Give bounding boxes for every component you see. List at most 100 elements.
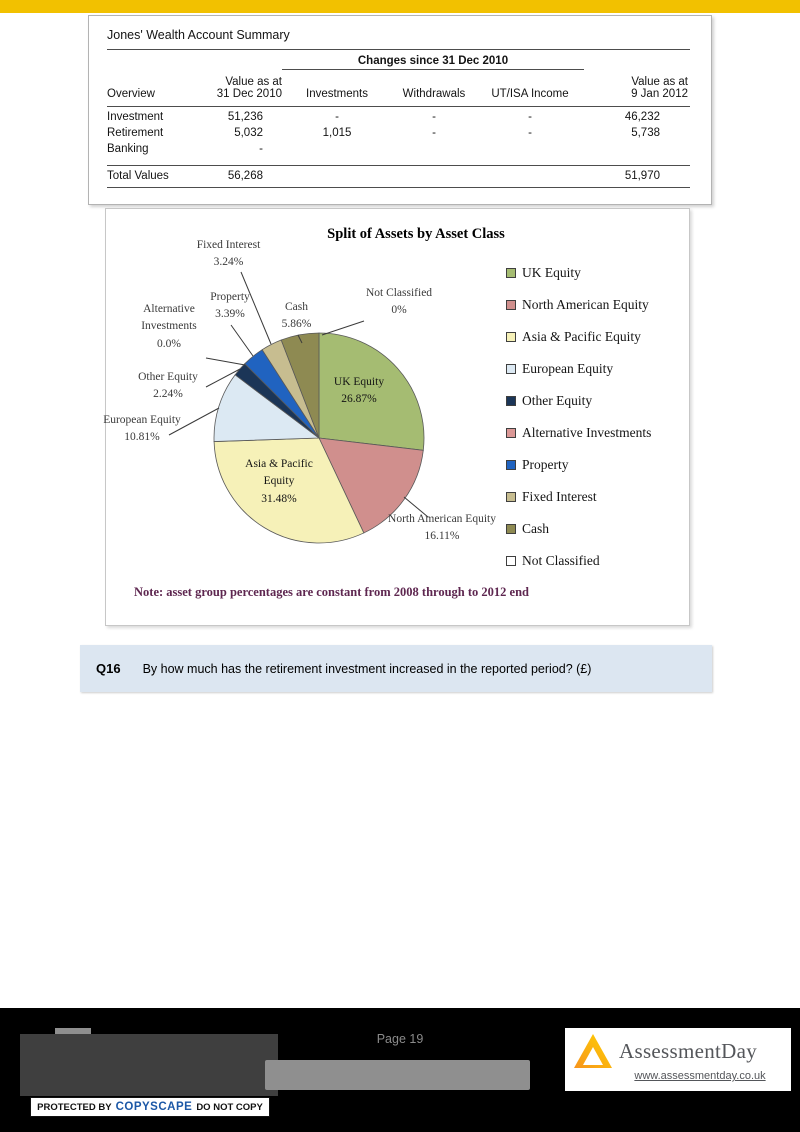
slice-label: Property — [210, 291, 250, 303]
spacer — [584, 50, 690, 70]
slice-label: Alternative Investments — [141, 303, 197, 333]
legend-label: European Equity — [522, 361, 614, 376]
slice-percentage: 26.87% — [341, 393, 377, 406]
legend-item: Property — [506, 455, 651, 475]
chart-title: Split of Assets by Asset Class — [327, 226, 505, 242]
chart-note: Note: asset group percentages are consta… — [134, 585, 530, 599]
col-header-value-2010: Value as at 31 Dec 2010 — [207, 70, 282, 107]
slice-label: European Equity — [103, 414, 181, 426]
asset-split-chart: Split of Assets by Asset Class UK Equity… — [103, 208, 690, 626]
spacer — [107, 50, 282, 70]
legend-swatch-icon — [506, 556, 516, 566]
pie-svg — [168, 271, 429, 544]
question-box: Q16 By how much has the retirement inves… — [80, 645, 712, 692]
legend-swatch-icon — [506, 268, 516, 278]
assessmentday-url-link[interactable]: www.assessmentday.co.uk — [634, 1070, 766, 1082]
slice-percentage: 3.24% — [213, 256, 244, 269]
legend-item: North American Equity — [506, 295, 651, 315]
cell-withdrawals: - — [432, 111, 436, 123]
legend-swatch-icon — [506, 364, 516, 374]
cell-v2010: 51,236 — [227, 111, 263, 123]
leader-line — [403, 496, 429, 518]
total-v2010: 56,268 — [207, 165, 282, 188]
leader-line — [205, 368, 241, 388]
col-header-overview: Overview — [107, 70, 207, 107]
slice-callout: UK Equity 26.87% — [311, 374, 407, 409]
cell-v2012 — [584, 139, 690, 163]
leader-line — [321, 320, 365, 336]
legend-swatch-icon — [506, 492, 516, 502]
spacer — [392, 165, 476, 188]
assessmentday-brand-name: AssessmentDay — [619, 1038, 758, 1063]
copyscape-badge: PROTECTED BY COPYSCAPE DO NOT COPY — [30, 1097, 270, 1117]
legend-item: European Equity — [506, 359, 651, 379]
slice-callout: Asia & Pacific Equity 31.48% — [231, 456, 327, 508]
chart-legend: UK Equity North American Equity Asia & Pac… — [506, 263, 651, 571]
page-number: Page 19 — [376, 1032, 424, 1046]
slice-label: Other Equity — [138, 371, 198, 383]
legend-swatch-icon — [506, 332, 516, 342]
legend-label: Cash — [522, 521, 549, 536]
leader-line — [168, 407, 220, 436]
total-v2012: 51,970 — [584, 165, 690, 188]
slice-callout: European Equity 10.81% — [100, 412, 184, 447]
assessmentday-card: AssessmentDay www.assessmentday.co.uk — [565, 1028, 791, 1091]
cell-utisa: - — [528, 127, 532, 139]
cell-utisa: - — [528, 111, 532, 123]
question-text: By how much has the retirement investmen… — [142, 661, 592, 676]
copyscape-do-not-copy: DO NOT COPY — [196, 1101, 263, 1113]
copyscape-protected-by: PROTECTED BY — [37, 1101, 112, 1113]
col-header-utisa: UT/ISA Income — [476, 70, 584, 107]
copyscape-brand: COPYSCAPE — [115, 1101, 193, 1113]
slice-callout: Fixed Interest 3.24% — [176, 237, 281, 272]
legend-label: Property — [522, 457, 569, 472]
legend-swatch-icon — [506, 428, 516, 438]
pie-slice — [318, 332, 425, 451]
legend-swatch-icon — [506, 460, 516, 470]
cell-withdrawals: - — [432, 127, 436, 139]
cell-v2012: 5,738 — [631, 127, 660, 139]
leader-line — [230, 324, 254, 357]
legend-label: Fixed Interest — [522, 489, 597, 504]
leader-line — [297, 334, 303, 344]
legend-item: Not Classified — [506, 551, 651, 571]
cell-investments: 1,015 — [322, 127, 352, 139]
slice-callout: Cash 5.86% — [259, 299, 334, 334]
pie-slice — [213, 437, 365, 544]
legend-label: Alternative Investments — [522, 425, 652, 440]
slice-label: Not Classified — [365, 287, 433, 299]
slice-percentage: 5.86% — [281, 318, 312, 331]
slice-callout: Other Equity 2.24% — [118, 369, 218, 404]
slice-percentage: 2.24% — [153, 388, 183, 401]
total-label: Total Values — [107, 165, 207, 188]
legend-swatch-icon — [506, 300, 516, 310]
changes-group-header: Changes since 31 Dec 2010 — [282, 50, 584, 70]
slice-percentage: 0.0% — [157, 337, 181, 350]
cell-v2010: 5,032 — [234, 127, 263, 139]
legend-label: Not Classified — [522, 553, 600, 568]
col-header-value-2012: Value as at 9 Jan 2012 — [584, 70, 690, 107]
slice-label: Cash — [285, 301, 308, 313]
slice-label: North American Equity — [388, 513, 496, 525]
legend-item: Asia & Pacific Equity — [506, 327, 651, 347]
redacted-footer-text — [265, 1060, 530, 1090]
slice-callout: North American Equity 16.11% — [386, 511, 498, 546]
slice-label: Asia & Pacific Equity — [245, 458, 313, 488]
assessmentday-logo-icon — [574, 1034, 612, 1068]
legend-item: Cash — [506, 519, 651, 539]
slice-percentage: 31.48% — [261, 492, 297, 505]
top-accent-bar — [0, 0, 800, 13]
cell-v2010: - — [259, 143, 263, 155]
legend-swatch-icon — [506, 524, 516, 534]
question-id: Q16 — [96, 661, 121, 676]
pie-slice — [213, 374, 321, 442]
legend-item: Alternative Investments — [506, 423, 651, 443]
legend-swatch-icon — [506, 396, 516, 406]
slice-callout: Not Classified 0% — [344, 285, 454, 320]
slice-callout: Alternative Investments 0.0% — [118, 301, 220, 353]
cell-withdrawals — [392, 139, 476, 163]
pie-slice — [318, 437, 424, 534]
legend-label: Asia & Pacific Equity — [522, 329, 641, 344]
legend-label: North American Equity — [522, 297, 649, 312]
spacer — [282, 165, 392, 188]
